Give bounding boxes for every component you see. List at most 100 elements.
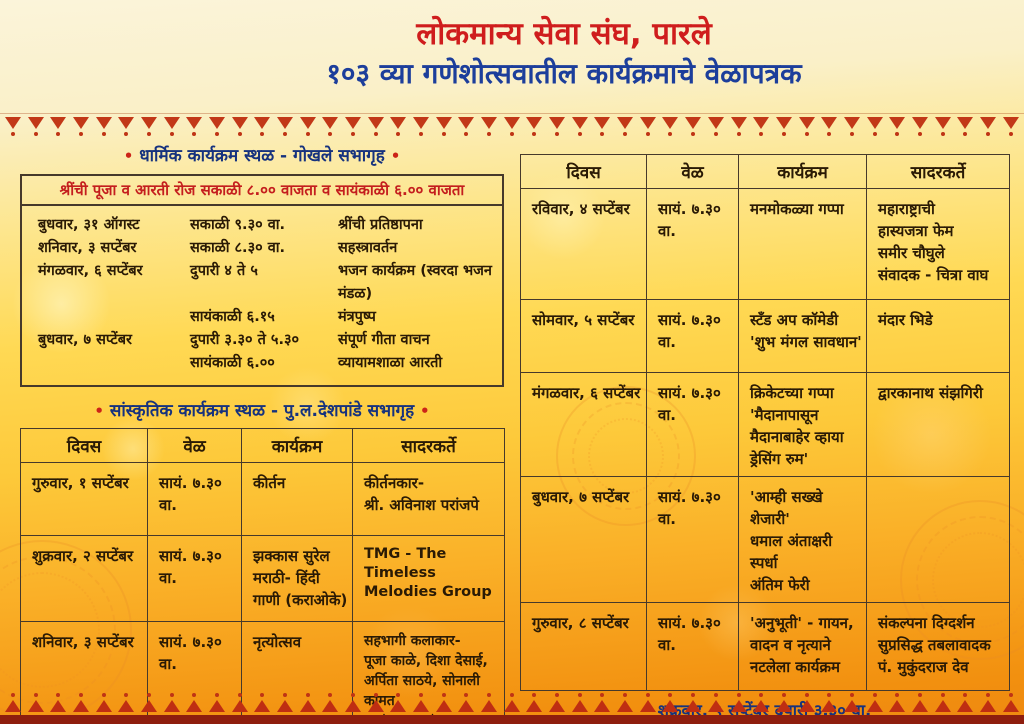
triangle-down-icon bbox=[685, 117, 702, 129]
border-dot-icon bbox=[396, 132, 401, 136]
presenter-cell: संकल्पना दिग्दर्शन सुप्रसिद्ध तबलावादक पं.… bbox=[866, 602, 1010, 691]
border-triangle-unit bbox=[911, 690, 928, 712]
triangle-down-icon bbox=[299, 117, 316, 129]
border-dot-icon bbox=[79, 693, 84, 697]
time-cell: सायं. ७.३० वा. bbox=[646, 602, 739, 691]
border-dot-icon bbox=[555, 693, 560, 697]
triangle-down-icon bbox=[639, 117, 656, 129]
border-triangle-unit bbox=[458, 117, 475, 139]
triangle-down-icon bbox=[821, 117, 838, 129]
time-cell: सायं. ७.३० वा. bbox=[646, 188, 739, 300]
border-triangle-unit bbox=[979, 690, 996, 712]
border-dot-icon bbox=[532, 693, 537, 697]
triangle-down-icon bbox=[95, 117, 112, 129]
religious-event-cell: व्यायामशाळा आरती bbox=[338, 355, 443, 371]
border-dot-icon bbox=[600, 693, 605, 697]
triangle-down-icon bbox=[118, 117, 135, 129]
religious-time-cell: सायंकाळी ६.०० bbox=[190, 355, 275, 371]
time-cell: सायं. ७.३० वा. bbox=[646, 372, 739, 477]
table-row: मंगळवार, ६ सप्टेंबर सायं. ७.३० वा. क्रिकेट… bbox=[520, 372, 1010, 477]
triangle-up-icon bbox=[209, 700, 226, 712]
border-dot-icon bbox=[736, 693, 741, 697]
triangle-up-icon bbox=[707, 700, 724, 712]
border-triangle-unit bbox=[345, 117, 362, 139]
border-triangle-unit bbox=[775, 690, 792, 712]
cell-line: झक्कास सुरेल bbox=[253, 547, 330, 565]
column-header: सादरकर्ते bbox=[352, 428, 505, 463]
border-triangle-unit bbox=[345, 690, 362, 712]
day-cell: गुरुवार, ८ सप्टेंबर bbox=[520, 602, 647, 691]
religious-time-cell: सायंकाळी ६.१५ bbox=[190, 309, 275, 325]
triangle-up-icon bbox=[662, 700, 679, 712]
triangle-up-icon bbox=[798, 700, 815, 712]
table-row: गुरुवार, ८ सप्टेंबर सायं. ७.३० वा. 'अनुभूत… bbox=[520, 602, 1010, 691]
border-triangle-unit bbox=[367, 117, 384, 139]
day-cell: गुरुवार, १ सप्टेंबर bbox=[20, 462, 148, 536]
border-triangle-unit bbox=[5, 690, 21, 712]
column-header: सादरकर्ते bbox=[866, 154, 1010, 189]
triangle-up-icon bbox=[979, 700, 996, 712]
border-triangle-unit bbox=[1002, 117, 1019, 139]
triangle-down-icon bbox=[435, 117, 452, 129]
border-dot-icon bbox=[917, 693, 922, 697]
border-dot-icon bbox=[464, 693, 469, 697]
border-dot-icon bbox=[759, 132, 764, 136]
header: लोकमान्य सेवा संघ, पारले १०३ व्या गणेशोत… bbox=[52, 14, 1024, 93]
border-triangle-unit bbox=[503, 117, 520, 139]
border-dot-icon bbox=[11, 132, 15, 136]
triangle-up-icon bbox=[821, 700, 838, 712]
cell-line: सुप्रसिद्ध तबलावादक bbox=[878, 636, 991, 654]
religious-time-cell: दुपारी ४ ते ५ bbox=[190, 263, 258, 279]
triangle-up-icon bbox=[277, 700, 294, 712]
border-triangle-unit bbox=[798, 690, 815, 712]
cell-line: 'शुभ मंगल सावधान' bbox=[750, 333, 862, 351]
triangle-down-icon bbox=[345, 117, 362, 129]
cell-line: वादन व नृत्याने bbox=[750, 636, 831, 654]
border-triangle-unit bbox=[617, 117, 634, 139]
triangle-up-icon bbox=[186, 700, 203, 712]
border-dot-icon bbox=[804, 693, 809, 697]
triangle-up-icon bbox=[390, 700, 407, 712]
border-triangle-unit bbox=[27, 690, 44, 712]
border-triangle-unit bbox=[685, 117, 702, 139]
border-triangle-unit bbox=[163, 690, 180, 712]
border-triangle-unit bbox=[118, 690, 135, 712]
border-triangle-unit bbox=[209, 117, 226, 139]
border-dot-icon bbox=[464, 132, 469, 136]
border-dot-icon bbox=[441, 132, 446, 136]
border-dot-icon bbox=[668, 693, 673, 697]
cell-line: समीर चौघुले bbox=[878, 244, 945, 262]
religious-section-title-text: धार्मिक कार्यक्रम स्थळ - गोखले सभागृह bbox=[139, 146, 385, 166]
presenter-cell: महाराष्ट्राची हास्यजत्रा फेम समीर चौघुले सं… bbox=[866, 188, 1010, 300]
border-dot-icon bbox=[827, 693, 832, 697]
time-cell: सायं. ७.३० वा. bbox=[147, 621, 242, 724]
border-triangle-unit bbox=[50, 690, 67, 712]
border-triangle-unit bbox=[95, 690, 112, 712]
border-dot-icon bbox=[759, 693, 764, 697]
triangle-up-icon bbox=[730, 700, 747, 712]
triangle-up-icon bbox=[254, 700, 271, 712]
bullet-icon: • bbox=[94, 402, 104, 420]
border-triangle-unit bbox=[413, 690, 430, 712]
border-triangle-unit bbox=[549, 117, 566, 139]
border-dot-icon bbox=[827, 132, 832, 136]
triangle-down-icon bbox=[979, 117, 996, 129]
triangle-down-icon bbox=[549, 117, 566, 129]
cell-line: 'आम्ही सख्खे bbox=[750, 488, 823, 506]
triangle-down-icon bbox=[594, 117, 611, 129]
table-row: रविवार, ४ सप्टेंबर सायं. ७.३० वा. मनमोकळ्य… bbox=[520, 188, 1010, 300]
border-triangle-unit bbox=[118, 117, 135, 139]
border-triangle-unit bbox=[979, 117, 996, 139]
border-triangle-unit bbox=[141, 117, 158, 139]
border-triangle-unit bbox=[390, 690, 407, 712]
border-triangle-unit bbox=[957, 690, 974, 712]
triangle-up-icon bbox=[413, 700, 430, 712]
border-dot-icon bbox=[215, 132, 220, 136]
border-triangle-unit bbox=[390, 117, 407, 139]
border-dot-icon bbox=[487, 693, 492, 697]
border-triangle-unit bbox=[821, 117, 838, 139]
triangle-down-icon bbox=[1002, 117, 1019, 129]
day-cell: रविवार, ४ सप्टेंबर bbox=[520, 188, 647, 300]
border-triangle-unit bbox=[458, 690, 475, 712]
border-triangle-unit bbox=[549, 690, 566, 712]
